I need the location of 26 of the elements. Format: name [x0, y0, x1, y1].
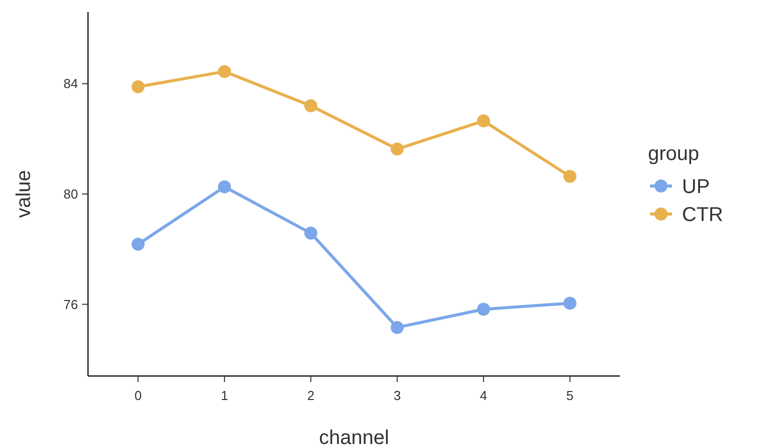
x-tick-label: 3: [394, 388, 401, 403]
legend-label: CTR: [682, 204, 724, 226]
point: [563, 170, 576, 183]
y-tick-label: 80: [64, 186, 78, 202]
x-tick-label: 0: [134, 388, 142, 403]
point: [218, 180, 231, 194]
point: [390, 320, 404, 334]
point: [132, 238, 145, 251]
point: [132, 80, 145, 94]
y-tick-label: 76: [64, 296, 78, 312]
point: [304, 226, 318, 240]
point: [390, 142, 404, 156]
x-tick-label: 5: [566, 388, 574, 403]
point: [218, 65, 231, 78]
x-tick-label: 1: [220, 388, 228, 403]
legend-label: UP: [682, 176, 710, 198]
legend-title: group: [648, 143, 700, 165]
x-axis-title: channel: [318, 427, 390, 448]
point: [477, 302, 490, 316]
point: [304, 99, 318, 112]
x-tick-label: 4: [480, 388, 488, 403]
point: [477, 114, 490, 128]
y-axis-title: value: [13, 170, 35, 218]
x-tick-label: 2: [307, 388, 314, 403]
y-tick-label: 84: [64, 76, 78, 92]
point: [563, 296, 576, 310]
